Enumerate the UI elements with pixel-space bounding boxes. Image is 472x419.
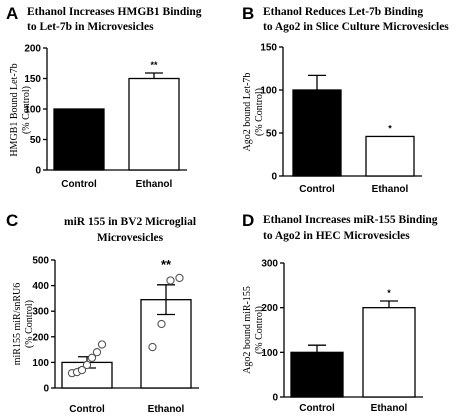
data-point	[157, 319, 166, 329]
significance-label: **	[150, 60, 158, 70]
panel-a-title-line-1: Ethanol Increases HMGB1 Binding	[27, 6, 202, 18]
y-tick-label: 100	[261, 348, 278, 359]
y-tick-label: 0	[43, 384, 49, 395]
panel-d-plot: 0 100 200 300 Ago2 bound miR-155 (% Control) C…	[242, 259, 423, 414]
x-category-label: Control	[61, 179, 97, 190]
y-axis-label: Ago2 bound Let-7b	[242, 73, 253, 152]
data-point	[97, 340, 107, 349]
panel-letter-a: A	[6, 4, 18, 23]
x-category-label: Control	[299, 403, 335, 414]
significance-label: *	[387, 288, 391, 298]
y-tick-label: 100	[32, 358, 49, 369]
y-tick-label: 150	[24, 74, 41, 85]
y-tick-label: 300	[261, 259, 278, 270]
y-tick-label: 150	[260, 43, 277, 54]
data-point	[92, 348, 102, 357]
y-tick-label: 400	[32, 281, 49, 292]
y-axis-label: (% Control)	[254, 306, 265, 354]
y-axis-label: miR155 miR/snRU6	[12, 283, 23, 366]
data-point	[77, 365, 87, 375]
y-axis-label: (% Control)	[254, 88, 265, 136]
panel-d: D Ethanol Increases miR-155 Binding to A…	[242, 211, 438, 414]
data-point	[166, 276, 175, 285]
y-tick-label: 200	[32, 332, 49, 343]
bar-ethanol	[362, 307, 416, 398]
y-tick-label: 100	[260, 86, 277, 97]
panel-c: C miR 155 in BV2 Microglial Microvesicle…	[6, 211, 199, 415]
data-point	[175, 273, 184, 283]
panel-d-title-line-1: Ethanol Increases miR-155 Binding	[263, 214, 438, 226]
panel-d-title-line-2: to Ago2 in HEC Microvesicles	[263, 230, 410, 242]
panel-b-title-line-2: to Ago2 in Slice Culture Microvesicles	[263, 21, 449, 33]
data-point	[87, 353, 97, 362]
y-axis-label: (% Control)	[21, 86, 32, 134]
y-axis-label: (% Control)	[24, 300, 35, 348]
panel-letter-d: D	[242, 211, 254, 230]
x-category-label: Ethanol	[148, 404, 185, 415]
y-tick-label: 50	[266, 129, 278, 140]
y-tick-label: 500	[32, 256, 49, 267]
data-point	[82, 360, 92, 370]
panel-a-title-line-2: to Let-7b in Microvesicles	[27, 21, 154, 33]
y-tick-label: 100	[24, 105, 41, 116]
panel-c-title-line-1: miR 155 in BV2 Microglial	[64, 216, 196, 228]
y-tick-label: 0	[271, 172, 277, 183]
x-category-label: Ethanol	[371, 403, 408, 414]
panel-c-title-line-2: Microvesicles	[97, 232, 164, 244]
y-axis-label: Ago2 bound miR-155	[242, 286, 253, 374]
significance-label: **	[161, 257, 172, 272]
data-point	[148, 342, 157, 352]
bar-control	[53, 108, 105, 171]
panel-c-plot: 0 100 200 300 400 500 miR155 miR/snRU6 (% Contr…	[12, 256, 199, 415]
y-tick-label: 0	[35, 166, 41, 177]
x-category-label: Control	[299, 184, 335, 195]
y-tick-label: 50	[30, 135, 42, 146]
bar-control	[292, 89, 342, 177]
x-category-label: Control	[69, 404, 105, 415]
panel-a: A Ethanol Increases HMGB1 Binding to Let…	[6, 4, 202, 190]
y-tick-label: 300	[32, 307, 49, 318]
y-axis-label: HMGB1 Bound Let-7b	[9, 63, 20, 156]
panel-letter-c: C	[6, 211, 18, 230]
bar-control	[290, 351, 344, 398]
significance-label: *	[388, 123, 392, 133]
x-category-label: Ethanol	[136, 179, 173, 190]
y-tick-label: 200	[261, 303, 278, 314]
bar-ethanol	[365, 135, 415, 177]
x-category-label: Ethanol	[372, 184, 409, 195]
panel-b-title-line-1: Ethanol Reduces Let-7b Binding	[263, 6, 423, 18]
panel-b-plot: 0 50 100 150 Ago2 bound Let-7b (% Control) Con…	[242, 43, 422, 195]
panel-b: B Ethanol Reduces Let-7b Binding to Ago2…	[242, 4, 449, 195]
y-tick-label: 200	[24, 44, 41, 55]
bar-ethanol	[128, 77, 180, 171]
y-tick-label: 0	[272, 393, 278, 404]
panel-letter-b: B	[242, 4, 254, 23]
panel-a-plot: 0 50 100 150 200 HMGB1 Bound Let-7b (% Control…	[9, 44, 187, 190]
